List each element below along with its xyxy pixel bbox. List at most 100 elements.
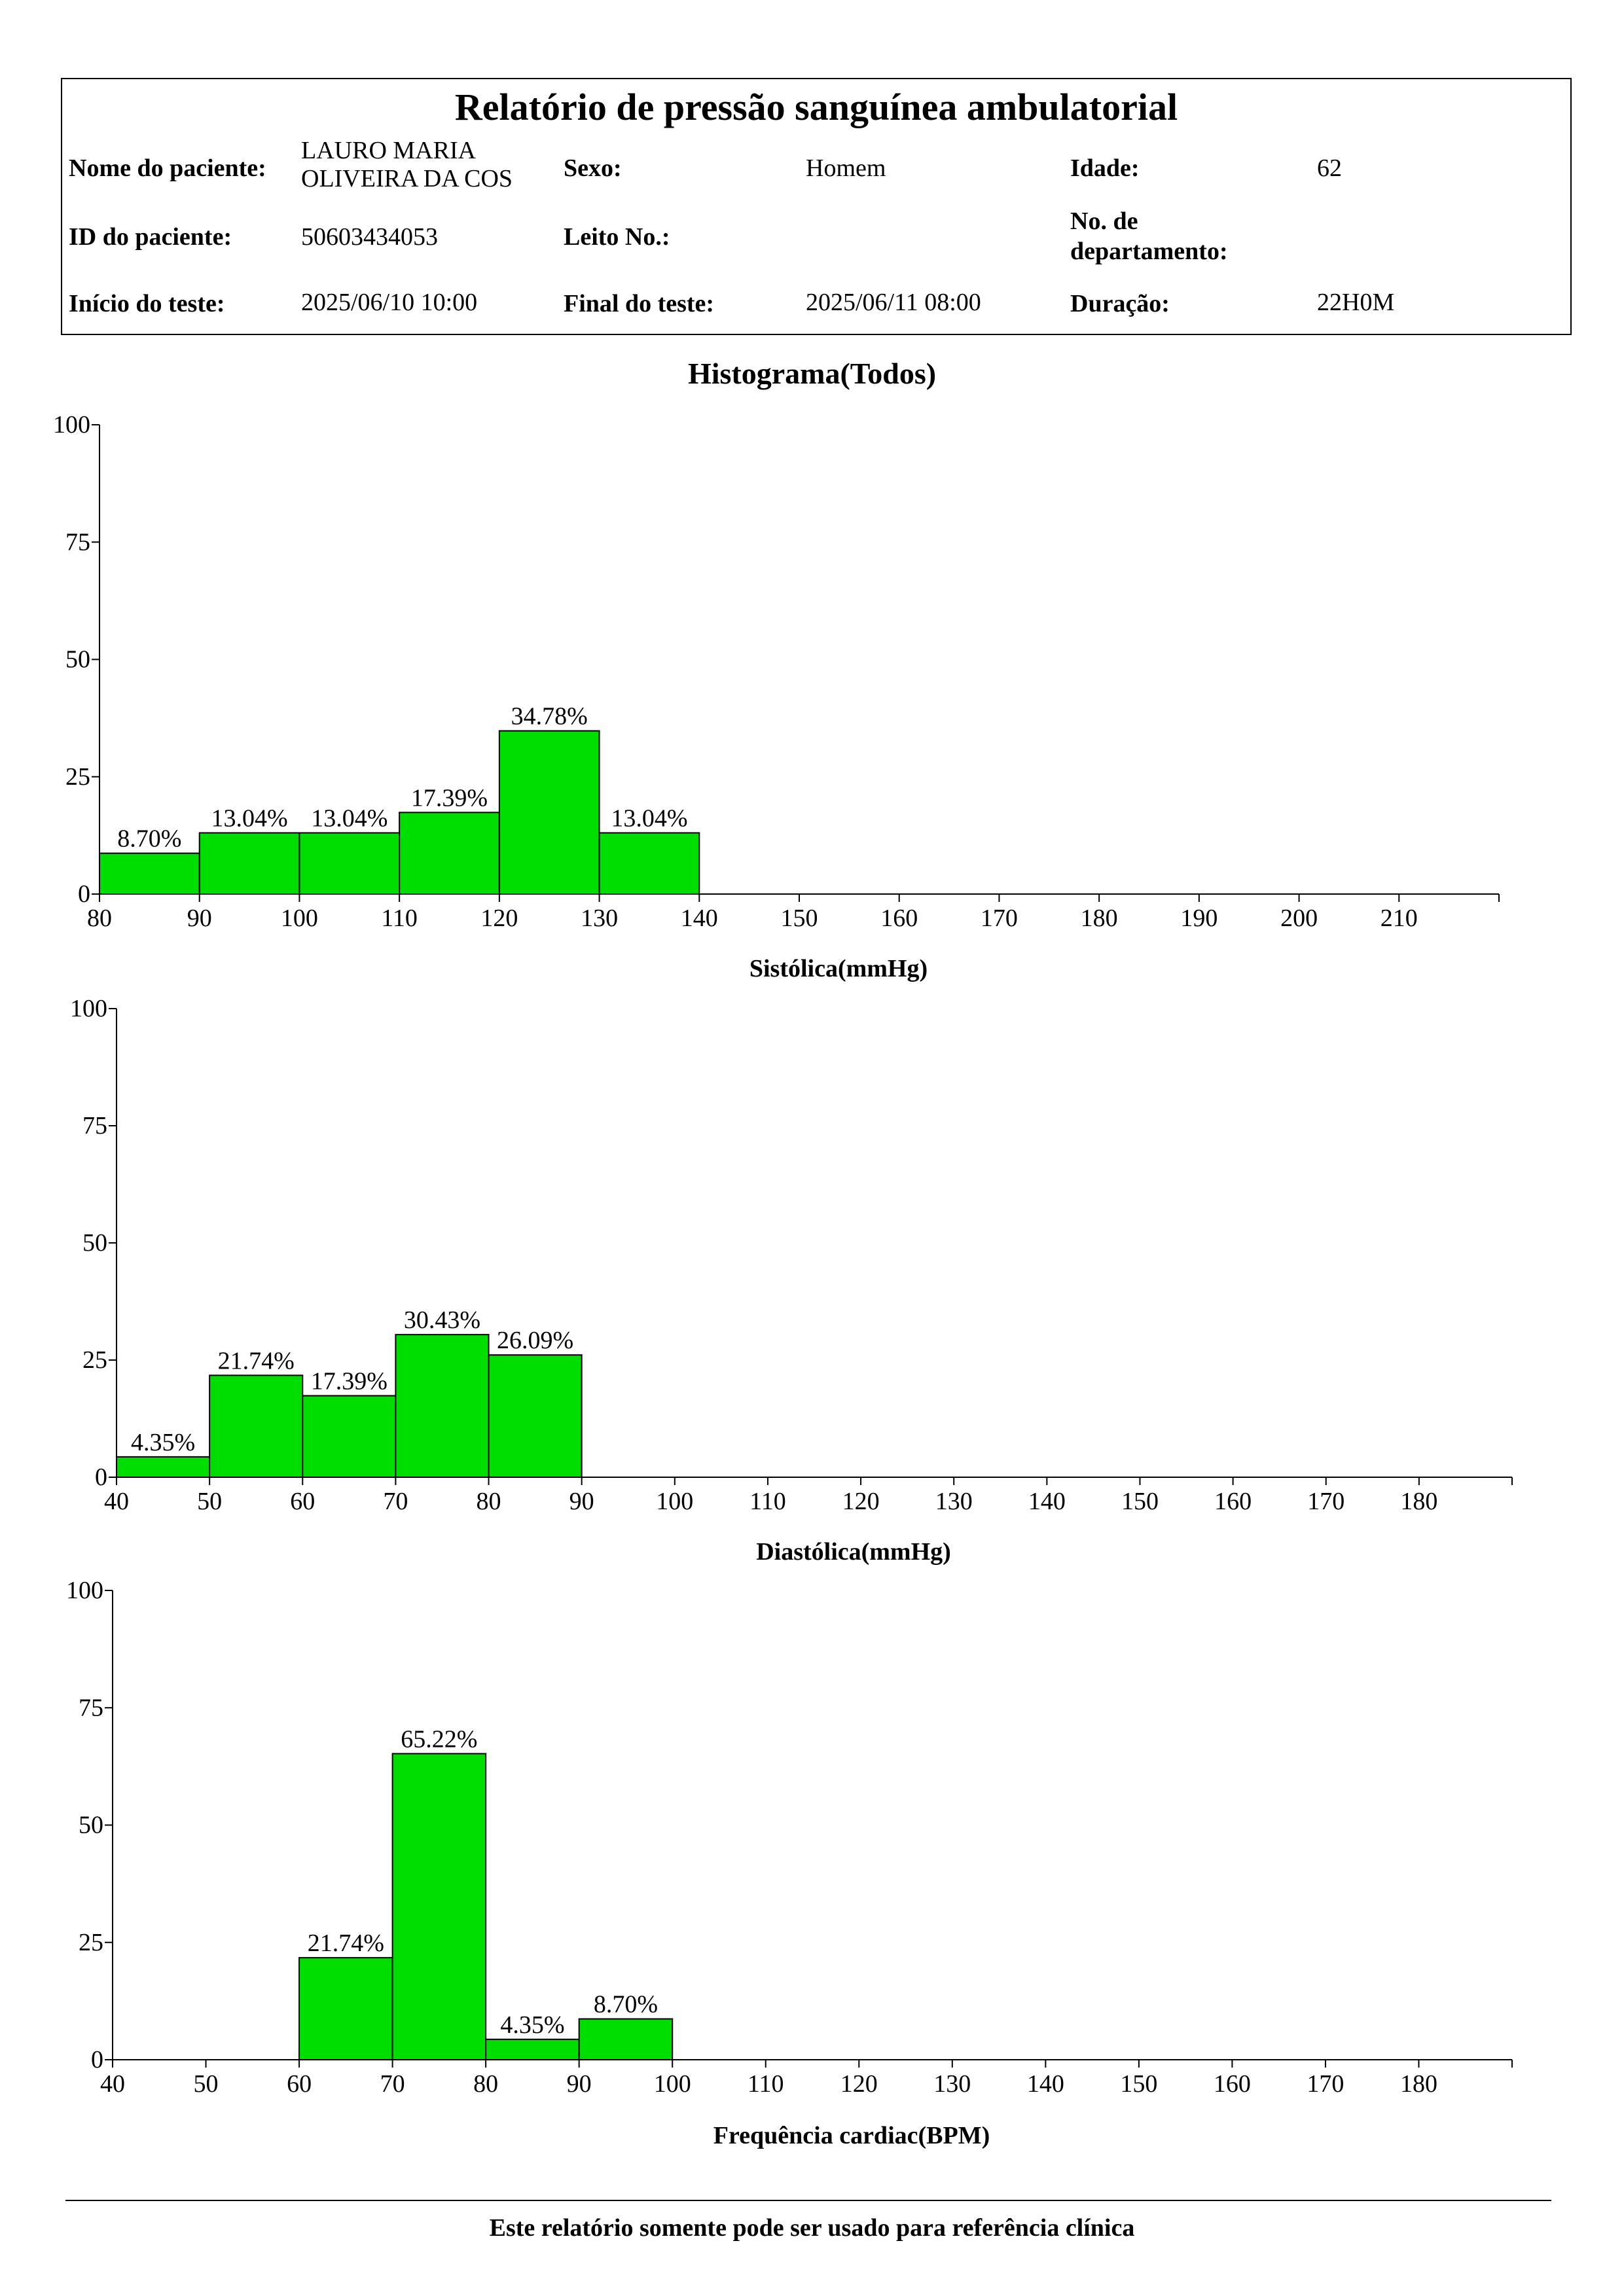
x-tick-label: 150 bbox=[781, 905, 818, 932]
end-label: Final do teste: bbox=[564, 290, 715, 317]
x-tick-label: 50 bbox=[197, 1488, 222, 1515]
bar-value-label: 30.43% bbox=[404, 1306, 480, 1334]
histogram-bar bbox=[488, 1354, 583, 1478]
histogram-bar bbox=[298, 832, 401, 895]
footer-note: Este relatório somente pode ser usado pa… bbox=[489, 2214, 1135, 2242]
x-tick-label: 100 bbox=[656, 1488, 693, 1515]
histogram-bar bbox=[578, 2018, 674, 2061]
x-tick-label: 50 bbox=[194, 2070, 219, 2098]
x-tick-label: 140 bbox=[1027, 2070, 1064, 2098]
x-axis-title: Sistólica(mmHg) bbox=[749, 955, 928, 982]
y-tick-label: 0 bbox=[78, 880, 90, 908]
patient-id-value: 50603434053 bbox=[301, 223, 438, 251]
x-axis-title: Diastólica(mmHg) bbox=[756, 1538, 951, 1566]
end-value: 2025/06/11 08:00 bbox=[806, 289, 981, 316]
bar-value-label: 13.04% bbox=[611, 805, 687, 833]
patient-name-line1: LAURO MARIA bbox=[301, 137, 477, 164]
x-tick-label: 200 bbox=[1280, 905, 1318, 932]
x-tick-label: 120 bbox=[840, 2070, 878, 2098]
y-tick-label: 0 bbox=[95, 1463, 107, 1491]
x-tick-label: 150 bbox=[1121, 1488, 1159, 1515]
y-tick-label: 50 bbox=[65, 646, 90, 673]
x-tick-label: 180 bbox=[1400, 2070, 1437, 2098]
y-tick-label: 25 bbox=[65, 763, 90, 791]
x-tick-label: 130 bbox=[935, 1488, 973, 1515]
bar-value-label: 13.04% bbox=[211, 805, 287, 833]
x-tick-label: 120 bbox=[480, 905, 518, 932]
histogram-bar bbox=[395, 1334, 490, 1479]
x-tick-label: 110 bbox=[381, 905, 418, 932]
histogram-bar bbox=[198, 832, 300, 895]
bar-value-label: 17.39% bbox=[411, 784, 488, 812]
x-tick-label: 210 bbox=[1380, 905, 1418, 932]
y-tick-label: 75 bbox=[65, 528, 90, 556]
duration-label: Duração: bbox=[1070, 290, 1170, 317]
y-tick-label: 50 bbox=[79, 1812, 103, 1839]
histogram-bar bbox=[391, 1753, 487, 2060]
x-axis-title: Frequência cardiac(BPM) bbox=[713, 2122, 990, 2149]
x-tick-label: 120 bbox=[842, 1488, 880, 1515]
y-tick-label: 0 bbox=[91, 2046, 103, 2073]
report-title: Relatório de pressão sanguínea ambulator… bbox=[454, 86, 1178, 128]
y-tick-label: 25 bbox=[79, 1929, 103, 1956]
y-tick-label: 100 bbox=[66, 1577, 103, 1604]
dept-label-line2: departamento: bbox=[1070, 238, 1228, 265]
x-tick-label: 180 bbox=[1400, 1488, 1437, 1515]
bar-value-label: 21.74% bbox=[218, 1347, 295, 1374]
x-tick-label: 160 bbox=[1214, 1488, 1252, 1515]
x-tick-label: 60 bbox=[287, 2070, 312, 2098]
y-tick-label: 75 bbox=[82, 1112, 107, 1139]
y-tick-label: 75 bbox=[79, 1694, 103, 1721]
x-tick-label: 40 bbox=[100, 2070, 125, 2098]
x-tick-label: 170 bbox=[981, 905, 1018, 932]
histogram-bar bbox=[485, 2038, 580, 2061]
x-tick-label: 60 bbox=[290, 1488, 315, 1515]
bar-value-label: 65.22% bbox=[401, 1725, 477, 1753]
bar-value-label: 26.09% bbox=[497, 1327, 573, 1354]
diastolic-histogram: 4.35% 21.74% 17.39% 30.43% 26.09% 0 25 50 75 100 4… bbox=[70, 995, 1513, 1566]
x-tick-label: 90 bbox=[569, 1488, 594, 1515]
bed-label: Leito No.: bbox=[564, 223, 670, 251]
bar-value-label: 4.35% bbox=[131, 1429, 195, 1456]
sex-label: Sexo: bbox=[564, 154, 622, 182]
footer-divider bbox=[65, 2200, 1551, 2201]
x-tick-label: 80 bbox=[87, 905, 112, 932]
bar-value-label: 17.39% bbox=[311, 1367, 388, 1395]
x-tick-label: 140 bbox=[1028, 1488, 1066, 1515]
bar-value-label: 21.74% bbox=[308, 1929, 384, 1957]
x-tick-label: 110 bbox=[749, 1488, 786, 1515]
x-tick-label: 180 bbox=[1081, 905, 1118, 932]
dept-label-line1: No. de bbox=[1070, 207, 1138, 235]
x-tick-label: 100 bbox=[281, 905, 318, 932]
sex-value: Homem bbox=[806, 154, 886, 182]
age-value: 62 bbox=[1317, 154, 1342, 182]
x-tick-label: 130 bbox=[933, 2070, 971, 2098]
x-tick-label: 100 bbox=[654, 2070, 691, 2098]
age-label: Idade: bbox=[1070, 154, 1140, 182]
histogram-title: Histograma(Todos) bbox=[687, 357, 937, 390]
x-tick-label: 140 bbox=[681, 905, 718, 932]
y-tick-label: 100 bbox=[70, 995, 107, 1022]
x-tick-label: 90 bbox=[187, 905, 212, 932]
x-tick-label: 160 bbox=[880, 905, 918, 932]
x-tick-label: 160 bbox=[1214, 2070, 1251, 2098]
patient-id-label: ID do paciente: bbox=[69, 223, 232, 251]
report-header-box: Relatório de pressão sanguínea ambulator… bbox=[61, 78, 1572, 335]
x-tick-label: 110 bbox=[748, 2070, 784, 2098]
y-tick-label: 25 bbox=[82, 1346, 107, 1374]
start-label: Início do teste: bbox=[69, 290, 225, 317]
bar-value-label: 4.35% bbox=[500, 2011, 564, 2039]
patient-name-label: Nome do paciente: bbox=[69, 154, 266, 182]
x-tick-label: 80 bbox=[473, 2070, 498, 2098]
bar-value-label: 34.78% bbox=[511, 703, 588, 730]
start-value: 2025/06/10 10:00 bbox=[301, 289, 478, 316]
systolic-histogram: 8.70% 13.04% 13.04% 17.39% 34.78% 13.04% 0 25 50… bbox=[53, 411, 1500, 982]
bar-value-label: 13.04% bbox=[311, 805, 388, 833]
x-tick-label: 90 bbox=[567, 2070, 592, 2098]
bar-value-label: 8.70% bbox=[594, 1991, 658, 2018]
patient-name-line2: OLIVEIRA DA COS bbox=[301, 165, 513, 192]
x-tick-label: 190 bbox=[1180, 905, 1218, 932]
x-tick-label: 70 bbox=[383, 1488, 408, 1515]
x-tick-label: 40 bbox=[104, 1488, 129, 1515]
x-tick-label: 70 bbox=[380, 2070, 405, 2098]
